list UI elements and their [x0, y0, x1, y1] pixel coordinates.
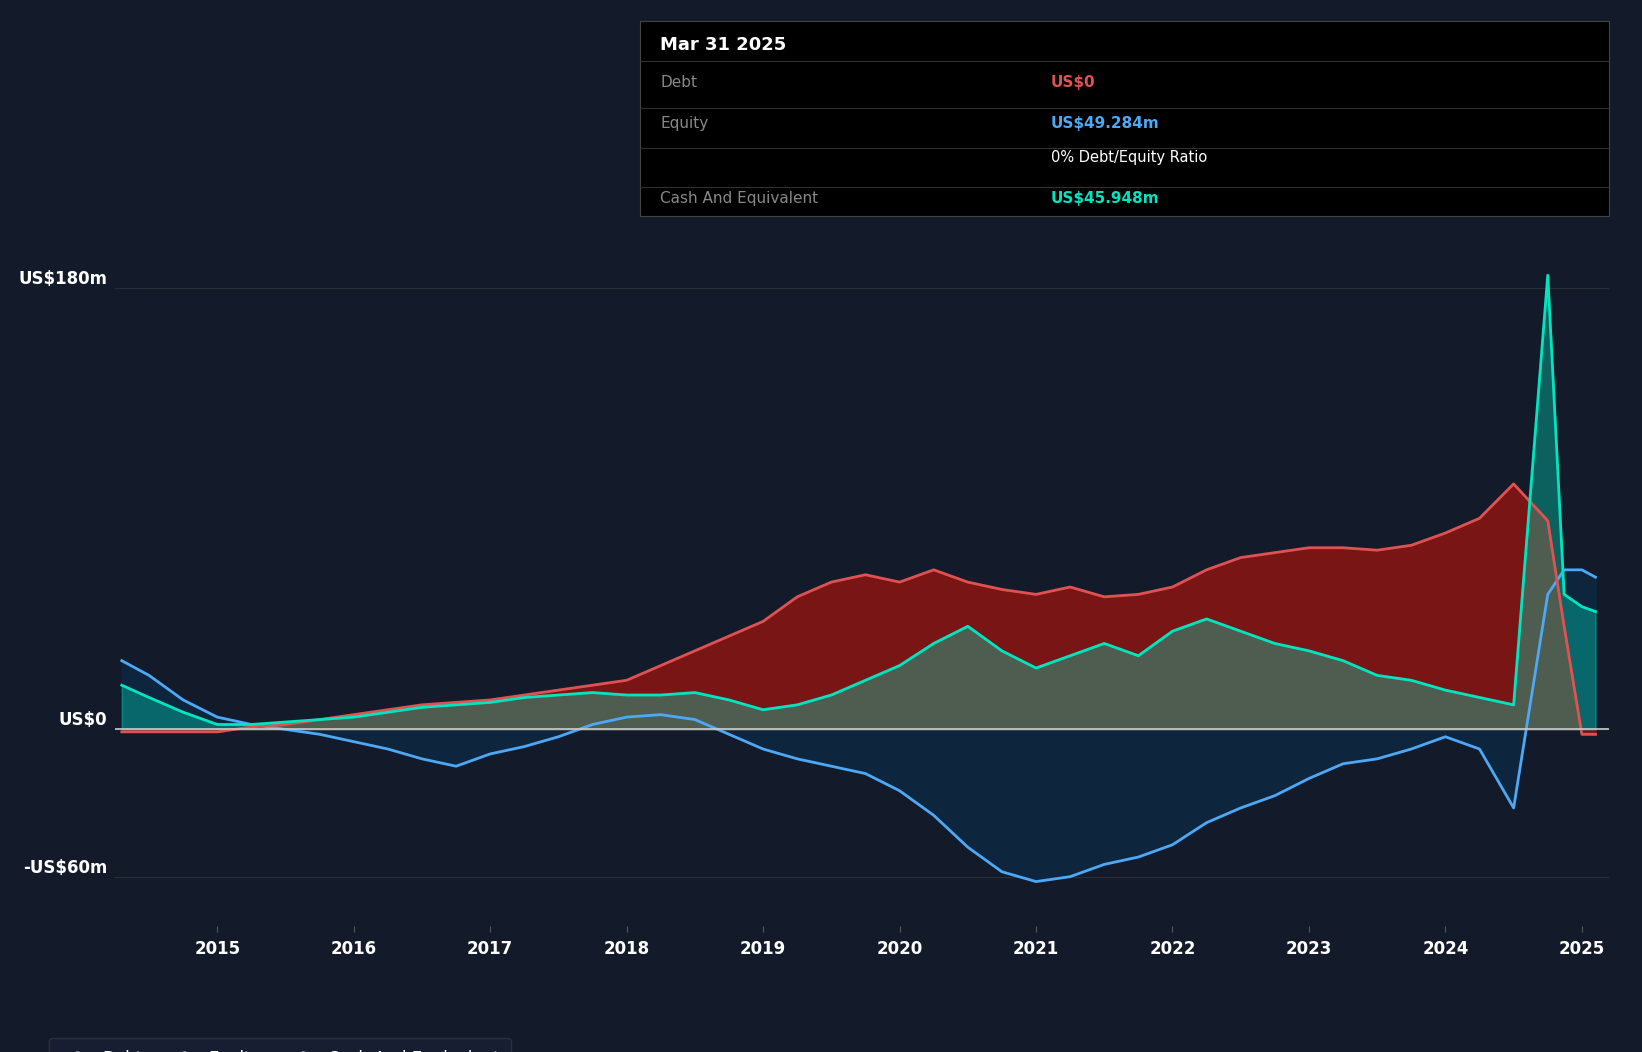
Text: 0% Debt/Equity Ratio: 0% Debt/Equity Ratio: [1051, 150, 1207, 165]
Legend: Debt, Equity, Cash And Equivalent: Debt, Equity, Cash And Equivalent: [49, 1038, 511, 1052]
Text: US$45.948m: US$45.948m: [1051, 190, 1159, 206]
Text: Debt: Debt: [660, 76, 698, 90]
Text: Cash And Equivalent: Cash And Equivalent: [660, 190, 818, 206]
Text: Mar 31 2025: Mar 31 2025: [660, 37, 787, 55]
Text: US$180m: US$180m: [18, 269, 107, 287]
Text: US$0: US$0: [1051, 76, 1095, 90]
Text: -US$60m: -US$60m: [23, 858, 107, 876]
Text: US$0: US$0: [59, 711, 107, 729]
Text: US$49.284m: US$49.284m: [1051, 116, 1159, 130]
Text: Equity: Equity: [660, 116, 708, 130]
